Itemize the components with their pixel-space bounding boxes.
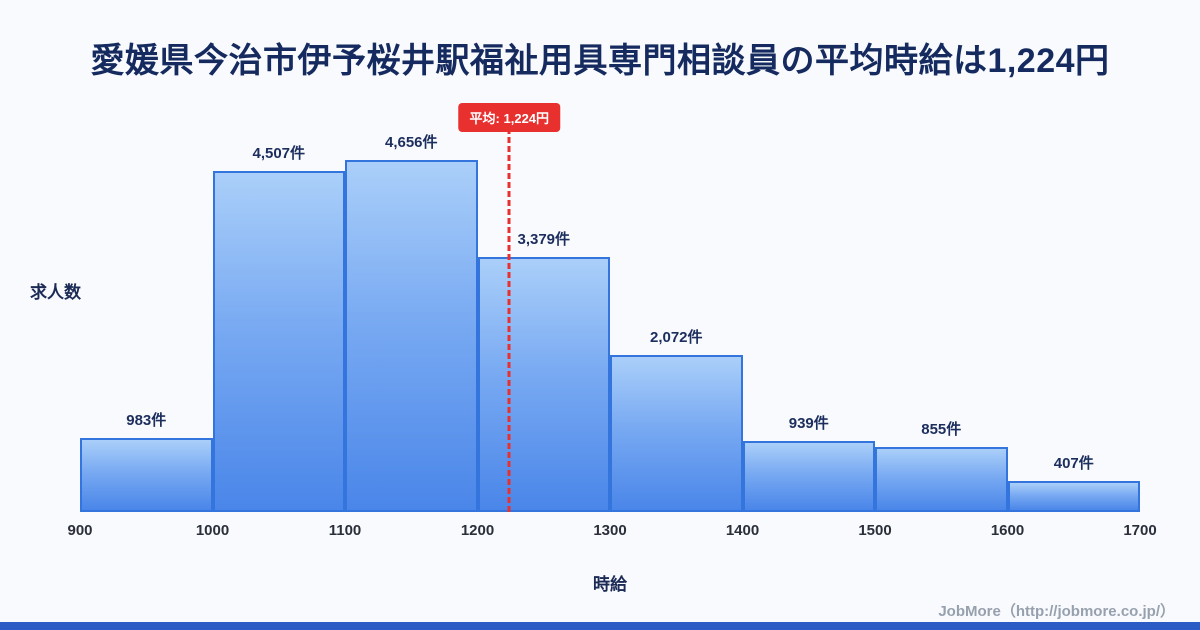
x-tick-label: 1200 — [460, 522, 495, 539]
x-axis-label: 時給 — [593, 575, 627, 594]
histogram-bar — [212, 171, 345, 512]
bottom-accent-bar — [0, 622, 1200, 630]
x-tick-label: 1400 — [725, 522, 760, 539]
histogram-bar — [742, 441, 875, 512]
histogram-bar — [477, 256, 610, 512]
plot-area: 983件 4,507件 4,656件 3,379件 2,072件 939件 855件 407件… — [80, 103, 1140, 512]
bar-value-label: 2,072件 — [649, 329, 703, 347]
average-badge: 平均: 1,224円 — [458, 103, 561, 132]
histogram-bar — [80, 437, 213, 512]
x-tick-label: 900 — [67, 522, 93, 539]
bar-value-label: 983件 — [126, 411, 167, 429]
bar-value-label: 4,656件 — [384, 134, 438, 151]
y-axis-label: 求人数 — [30, 283, 81, 302]
x-tick-label: 1600 — [990, 522, 1025, 539]
histogram-bar — [1007, 481, 1140, 512]
x-tick-label: 1000 — [195, 522, 230, 539]
x-tick-label: 1700 — [1123, 522, 1157, 539]
bar-value-label: 939件 — [788, 415, 829, 433]
page-title: 愛媛県今治市伊予桜井駅福祉用具専門相談員の平均時給は1,224円 — [90, 42, 1110, 80]
source-credit: JobMore（http://jobmore.co.jp/） — [938, 603, 1175, 620]
bar-value-label: 3,379件 — [517, 230, 571, 248]
bar-value-label: 4,507件 — [252, 145, 306, 163]
x-tick-label: 1300 — [593, 522, 627, 539]
histogram-bar — [345, 160, 478, 512]
bar-value-label: 407件 — [1053, 455, 1094, 473]
histogram-bar — [875, 447, 1008, 512]
average-line — [507, 128, 511, 512]
x-tick-label: 1500 — [858, 522, 892, 539]
x-axis-ticks: 900 1000 1100 1200 1300 1400 1500 1600 1700 — [67, 522, 1156, 546]
histogram-bar — [610, 355, 743, 512]
bar-value-label: 855件 — [921, 421, 962, 439]
x-tick-label: 1100 — [328, 522, 362, 539]
